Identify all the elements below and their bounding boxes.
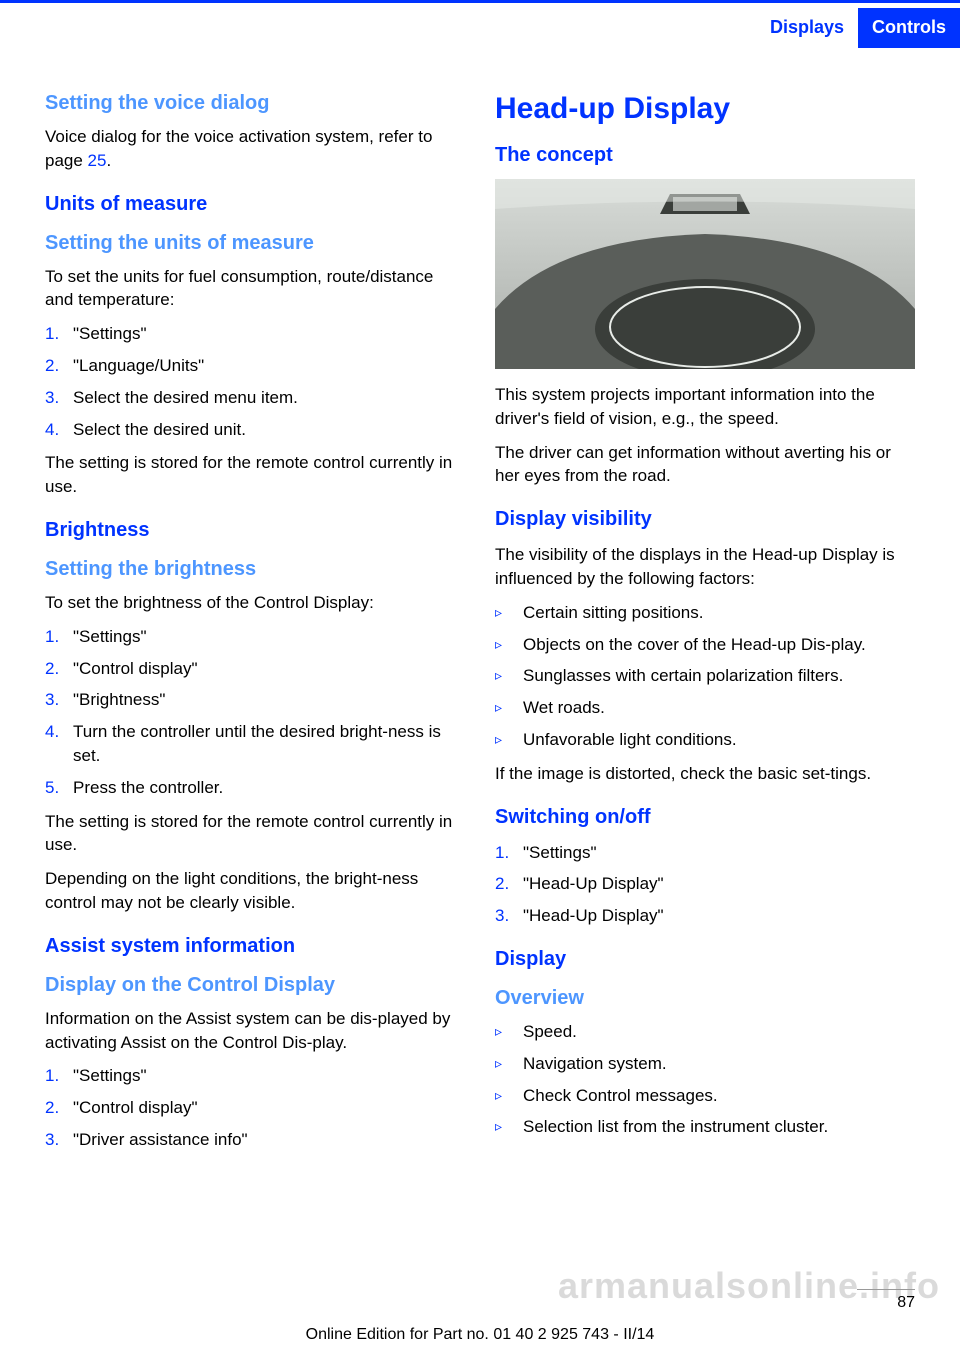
header-controls: Controls (858, 8, 960, 48)
concept-p2: The driver can get information without a… (495, 441, 915, 489)
step-text: "Head-Up Display" (523, 906, 664, 925)
brightness-heading: Brightness (45, 519, 465, 542)
step-text: Select the desired unit. (73, 420, 246, 439)
voice-dialog-end: . (106, 151, 111, 170)
list-item: 5.Press the controller. (45, 776, 465, 800)
list-item: Selection list from the instrument clust… (495, 1115, 915, 1139)
units-intro: To set the units for fuel consumption, r… (45, 265, 465, 313)
item-text: Objects on the cover of the Head-up Dis‐… (523, 635, 866, 654)
list-item: 2."Control display" (45, 1096, 465, 1120)
content-area: Setting the voice dialog Voice dialog fo… (0, 52, 960, 1162)
item-text: Certain sitting positions. (523, 603, 703, 622)
concept-p1: This system projects important informati… (495, 383, 915, 431)
headup-title: Head-up Display (495, 92, 915, 126)
hud-illustration-svg (495, 179, 915, 369)
step-text: "Settings" (73, 1066, 147, 1085)
item-text: Navigation system. (523, 1054, 667, 1073)
list-item: 4.Turn the controller until the desired … (45, 720, 465, 768)
list-item: 1."Settings" (45, 322, 465, 346)
left-column: Setting the voice dialog Voice dialog fo… (45, 92, 465, 1162)
list-item: 1."Settings" (495, 841, 915, 865)
list-item: 4.Select the desired unit. (45, 418, 465, 442)
list-item: 3."Brightness" (45, 688, 465, 712)
visibility-intro: The visibility of the displays in the He… (495, 543, 915, 591)
assist-heading: Assist system information (45, 935, 465, 958)
step-text: "Head-Up Display" (523, 874, 664, 893)
assist-subheading: Display on the Control Display (45, 974, 465, 997)
step-text: "Brightness" (73, 690, 165, 709)
brightness-subheading: Setting the brightness (45, 558, 465, 581)
item-text: Unfavorable light conditions. (523, 730, 737, 749)
item-text: Selection list from the instrument clust… (523, 1117, 828, 1136)
overview-list: Speed. Navigation system. Check Control … (495, 1020, 915, 1139)
concept-figure (495, 179, 915, 369)
page-header: Displays Controls (0, 0, 960, 52)
list-item: 2."Head-Up Display" (495, 872, 915, 896)
switching-heading: Switching on/off (495, 806, 915, 829)
visibility-heading: Display visibility (495, 508, 915, 531)
units-heading: Units of measure (45, 193, 465, 216)
page-number: 87 (857, 1289, 915, 1312)
brightness-note2: Depending on the light conditions, the b… (45, 867, 465, 915)
step-text: "Control display" (73, 1098, 198, 1117)
list-item: 3."Driver assistance info" (45, 1128, 465, 1152)
list-item: 2."Language/Units" (45, 354, 465, 378)
concept-heading: The concept (495, 144, 915, 167)
list-item: Wet roads. (495, 696, 915, 720)
step-text: Turn the controller until the desired br… (73, 722, 441, 765)
right-column: Head-up Display The concept This syst (495, 92, 915, 1162)
item-text: Check Control messages. (523, 1086, 718, 1105)
list-item: Speed. (495, 1020, 915, 1044)
step-text: "Settings" (523, 843, 597, 862)
list-item: Unfavorable light conditions. (495, 728, 915, 752)
switching-steps: 1."Settings" 2."Head-Up Display" 3."Head… (495, 841, 915, 928)
step-text: "Settings" (73, 627, 147, 646)
step-text: Select the desired menu item. (73, 388, 298, 407)
brightness-steps: 1."Settings" 2."Control display" 3."Brig… (45, 625, 465, 800)
list-item: 2."Control display" (45, 657, 465, 681)
brightness-intro: To set the brightness of the Control Dis… (45, 591, 465, 615)
voice-dialog-body: Voice dialog for the voice activation sy… (45, 125, 465, 173)
assist-intro: Information on the Assist system can be … (45, 1007, 465, 1055)
display-heading: Display (495, 948, 915, 971)
overview-heading: Overview (495, 987, 915, 1010)
units-subheading: Setting the units of measure (45, 232, 465, 255)
list-item: Navigation system. (495, 1052, 915, 1076)
list-item: 1."Settings" (45, 1064, 465, 1088)
list-item: Objects on the cover of the Head-up Dis‐… (495, 633, 915, 657)
page-ref-link[interactable]: 25 (88, 151, 107, 170)
item-text: Speed. (523, 1022, 577, 1041)
voice-dialog-heading: Setting the voice dialog (45, 92, 465, 115)
units-steps: 1."Settings" 2."Language/Units" 3.Select… (45, 322, 465, 441)
step-text: "Language/Units" (73, 356, 204, 375)
assist-steps: 1."Settings" 2."Control display" 3."Driv… (45, 1064, 465, 1151)
footer-text: Online Edition for Part no. 01 40 2 925 … (0, 1326, 960, 1344)
list-item: Certain sitting positions. (495, 601, 915, 625)
step-text: Press the controller. (73, 778, 223, 797)
units-note: The setting is stored for the remote con… (45, 451, 465, 499)
list-item: 3."Head-Up Display" (495, 904, 915, 928)
item-text: Wet roads. (523, 698, 605, 717)
brightness-note1: The setting is stored for the remote con… (45, 810, 465, 858)
visibility-list: Certain sitting positions. Objects on th… (495, 601, 915, 752)
list-item: Sunglasses with certain polarization fil… (495, 664, 915, 688)
step-text: "Settings" (73, 324, 147, 343)
list-item: Check Control messages. (495, 1084, 915, 1108)
step-text: "Control display" (73, 659, 198, 678)
list-item: 1."Settings" (45, 625, 465, 649)
header-displays: Displays (756, 8, 858, 48)
list-item: 3.Select the desired menu item. (45, 386, 465, 410)
visibility-note: If the image is distorted, check the bas… (495, 762, 915, 786)
item-text: Sunglasses with certain polarization fil… (523, 666, 843, 685)
step-text: "Driver assistance info" (73, 1130, 248, 1149)
